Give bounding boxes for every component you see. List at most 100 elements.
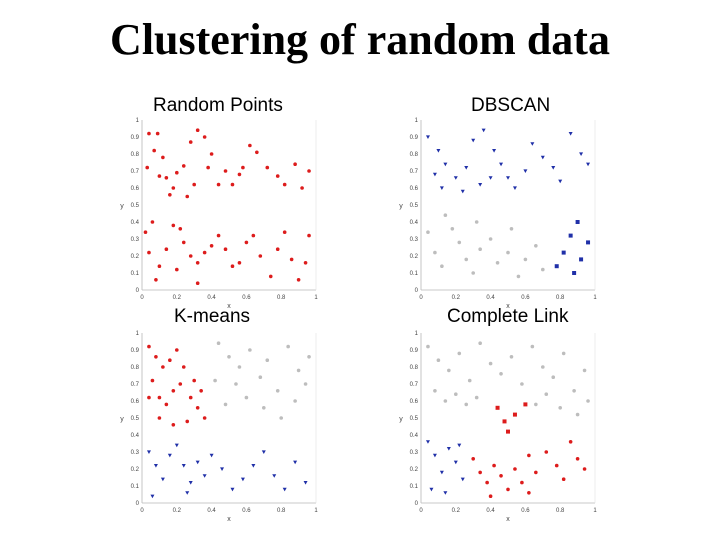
y-tick-label: 0.3 — [410, 450, 419, 456]
data-point — [175, 267, 179, 272]
data-point-triangle — [443, 491, 448, 495]
data-point — [454, 392, 458, 396]
dbscan-plot: 0 0.1 0.2 0.3 0.4 0.5 0.6 0.7 0.8 0.9 1 0 0.2 0.4 0.6 0… — [399, 118, 597, 310]
y-tick-label: 0.6 — [410, 399, 419, 405]
data-point — [582, 368, 587, 373]
data-point — [178, 382, 183, 386]
data-point-triangle — [453, 176, 458, 180]
data-point-square — [512, 412, 517, 417]
data-point — [206, 165, 210, 170]
data-point-triangle — [488, 176, 493, 180]
slide-title: Clustering of random data — [110, 15, 610, 64]
data-point — [171, 389, 176, 393]
data-point — [195, 128, 200, 132]
data-point — [145, 165, 150, 170]
data-point — [216, 182, 221, 187]
data-point-triangle — [443, 162, 448, 167]
data-point — [478, 341, 482, 345]
x-tick-label: 0.4 — [207, 508, 216, 514]
data-point — [572, 389, 576, 393]
y-tick-label: 0.1 — [131, 271, 140, 277]
y-tick-label: 0.4 — [131, 433, 140, 439]
data-point — [164, 402, 169, 407]
x-tick-label: 1 — [314, 295, 318, 301]
data-point — [154, 278, 158, 282]
data-point — [485, 480, 489, 485]
data-point — [307, 169, 311, 173]
y-tick-label: 0.4 — [410, 220, 419, 226]
data-point-triangle — [293, 460, 298, 465]
data-point — [488, 494, 493, 498]
data-point — [488, 361, 493, 366]
data-point — [471, 457, 475, 461]
data-point-triangle — [551, 166, 556, 170]
data-point — [147, 250, 151, 255]
x-tick-label: 0.6 — [521, 295, 530, 301]
data-point — [248, 348, 252, 352]
data-point — [244, 240, 249, 245]
data-point-triangle — [460, 189, 465, 194]
data-point — [551, 375, 556, 379]
data-point — [509, 227, 514, 231]
data-point — [561, 351, 566, 356]
y-tick-label: 0.7 — [131, 382, 140, 388]
data-point — [199, 389, 203, 393]
data-point — [474, 220, 479, 224]
data-point — [575, 412, 580, 417]
data-point — [157, 174, 162, 178]
y-tick-label: 0.8 — [410, 152, 419, 158]
y-tick-label: 0.8 — [131, 152, 140, 158]
data-point — [195, 261, 200, 265]
data-point — [241, 165, 245, 170]
data-point — [171, 423, 176, 427]
data-point — [178, 227, 183, 231]
data-point — [275, 389, 280, 393]
y-tick-label: 0.5 — [410, 203, 419, 209]
data-point — [223, 402, 228, 407]
data-point — [447, 368, 451, 373]
data-point — [275, 174, 280, 178]
data-point — [282, 182, 287, 187]
data-point-triangle — [195, 460, 200, 465]
data-point — [520, 480, 524, 485]
data-point — [541, 365, 545, 369]
data-point — [268, 274, 273, 279]
data-point — [478, 247, 482, 251]
y-tick-label: 0.2 — [131, 467, 140, 473]
data-point-triangle — [530, 142, 535, 146]
x-tick-label: 1 — [314, 508, 318, 514]
data-point — [499, 474, 503, 478]
data-point — [282, 230, 287, 234]
data-point — [544, 450, 549, 454]
data-point-triangle — [167, 453, 172, 458]
x-axis-label: x — [506, 303, 510, 310]
data-point — [230, 182, 235, 187]
data-point — [157, 264, 162, 268]
data-point-triangle — [160, 477, 165, 482]
data-point — [181, 164, 186, 168]
y-tick-label: 0.7 — [410, 169, 419, 175]
panel-title-random-points: Random Points — [153, 95, 283, 116]
data-point — [436, 358, 441, 362]
data-point — [474, 395, 479, 400]
x-tick-label: 0 — [419, 295, 423, 301]
data-point — [227, 355, 231, 359]
data-point-triangle — [272, 474, 277, 478]
data-point — [443, 213, 448, 217]
y-axis-label: y — [120, 416, 124, 423]
data-point — [495, 261, 500, 265]
data-point-triangle — [188, 481, 193, 485]
y-tick-label: 0.3 — [410, 237, 419, 243]
data-point — [168, 193, 172, 197]
data-point-triangle — [432, 453, 437, 458]
x-tick-label: 0.8 — [556, 508, 565, 514]
data-point-triangle — [230, 487, 235, 492]
data-point-square — [506, 429, 510, 434]
data-point — [544, 392, 549, 396]
y-tick-label: 0.1 — [410, 271, 419, 277]
data-point-square — [586, 240, 591, 245]
data-point-triangle — [439, 470, 444, 475]
data-point-triangle — [303, 481, 308, 485]
data-point — [150, 378, 155, 383]
data-point — [279, 416, 283, 420]
